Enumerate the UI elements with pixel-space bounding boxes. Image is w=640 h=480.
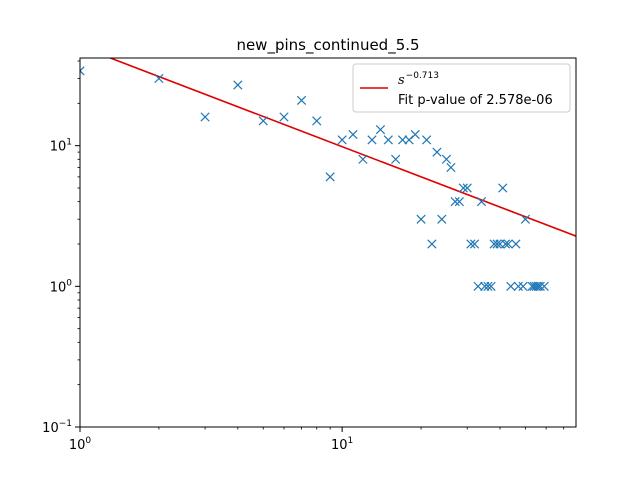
data-point [296,95,307,105]
data-point [391,154,401,164]
data-point [233,80,243,90]
chart-title: new_pins_continued_5.5 [236,36,419,55]
axes-frame [79,57,577,428]
data-point [437,214,447,224]
data-point [312,116,322,126]
data-point [513,281,523,291]
data-point [539,281,549,291]
data-point [476,197,487,207]
data-point [511,239,521,249]
y-tick-label: 100 [50,278,73,295]
data-point [503,239,513,249]
data-point [358,154,368,164]
data-point [258,116,268,126]
data-point [469,239,480,249]
data-point [80,66,85,76]
data-point [441,154,452,164]
legend-box [352,63,571,113]
data-point [466,239,476,249]
x-tick-label: 100 [69,436,92,453]
data-point [348,129,358,140]
data-point [397,135,408,145]
data-point [500,239,511,249]
data-point [375,125,386,135]
data-point [367,135,377,145]
data-point [421,135,432,145]
data-point [531,281,541,291]
legend-fit-symbol: s [398,73,405,88]
data-point [279,112,289,122]
data-point [535,281,545,291]
data-point [473,281,483,291]
data-point [506,281,516,291]
data-point [450,197,460,207]
legend: s−0.713 Fit p-value of 2.578e-06 [352,63,571,113]
data-point [337,135,347,145]
legend-pvalue-label: Fit p-value of 2.578e-06 [398,93,553,108]
data-point [483,281,493,291]
data-point [427,239,437,249]
data-point [325,172,335,182]
data-point [486,281,496,291]
legend-fit-exponent: −0.713 [406,71,439,81]
data-point [200,112,210,122]
data-point [454,197,464,207]
data-point [154,73,164,84]
data-point [383,135,393,145]
data-point [432,147,442,157]
plot-area [80,58,576,291]
data-point [520,214,530,224]
data-point [458,183,468,193]
data-point [498,183,508,193]
data-point [410,129,420,140]
data-point [462,183,472,193]
fit-line [108,58,576,237]
data-point [446,162,456,173]
y-tick-label: 101 [50,138,72,155]
data-point [492,239,502,249]
y-tick-label: 10−1 [42,419,72,436]
data-point [416,214,426,224]
legend-fit-label: s−0.713 [398,71,439,88]
x-tick-label: 101 [331,436,353,453]
data-point [518,281,528,291]
